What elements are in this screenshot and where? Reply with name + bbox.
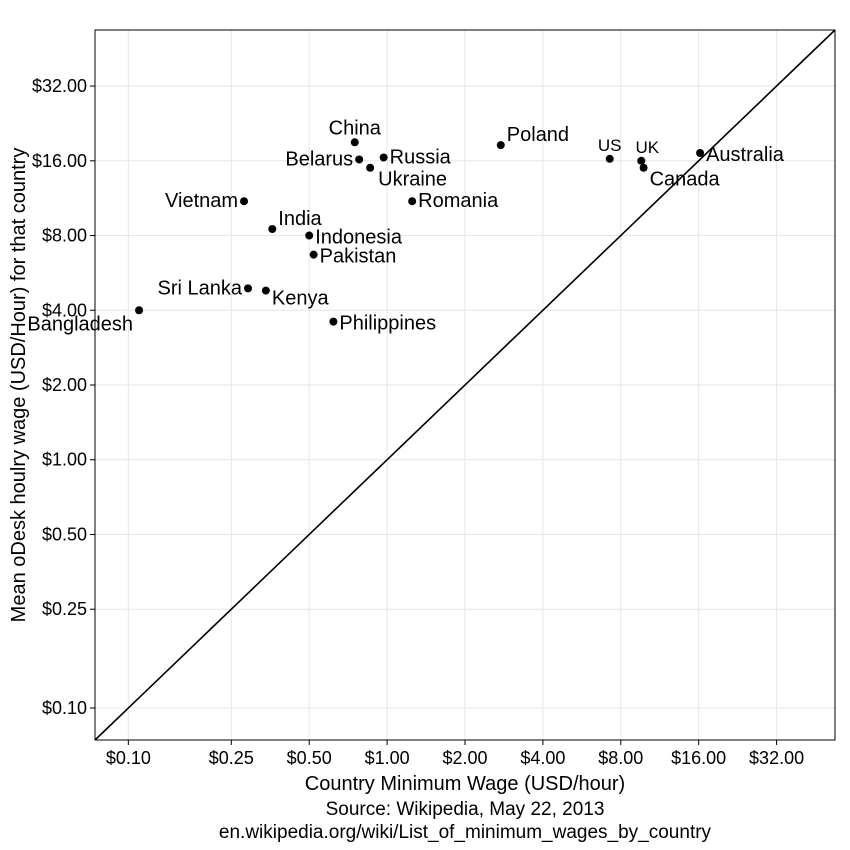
x-tick-label: $32.00 <box>749 748 804 768</box>
y-tick-label: $0.25 <box>42 599 87 619</box>
x-tick-label: $2.00 <box>442 748 487 768</box>
point-label: Poland <box>507 124 569 146</box>
point-label: UK <box>635 138 659 157</box>
wage-scatter-chart: $0.10 $0.25 $0.50 $1.00 $2.00 $4.00 $8.00 $16.0… <box>0 0 850 850</box>
data-point <box>351 138 359 146</box>
y-tick-label: $16.00 <box>32 151 87 171</box>
data-point <box>329 318 337 326</box>
data-point <box>244 284 252 292</box>
point-label: Ukraine <box>378 169 447 191</box>
x-axis-title: Country Minimum Wage (USD/hour) <box>305 773 625 795</box>
source-line-1: Source: Wikipedia, May 22, 2013 <box>326 799 605 820</box>
data-point <box>606 155 614 163</box>
data-point <box>305 232 313 240</box>
point-label: Australia <box>706 144 785 166</box>
source-line-2: en.wikipedia.org/wiki/List_of_minimum_wa… <box>219 822 712 843</box>
x-tick-label: $0.25 <box>209 748 254 768</box>
data-point <box>497 141 505 149</box>
data-point <box>640 164 648 172</box>
point-label: US <box>598 136 622 155</box>
y-tick-label: $32.00 <box>32 76 87 96</box>
point-label: Kenya <box>272 288 330 310</box>
point-label: Russia <box>390 146 452 168</box>
point-label: Philippines <box>339 313 436 335</box>
point-label: Vietnam <box>165 190 238 212</box>
x-tick-label: $8.00 <box>598 748 643 768</box>
data-point <box>637 157 645 165</box>
data-point <box>696 149 704 157</box>
x-tick-label: $0.50 <box>287 748 332 768</box>
y-axis-title: Mean oDesk houlry wage (USD/Hour) for th… <box>8 148 30 623</box>
point-label: China <box>329 117 382 139</box>
x-tick-label: $1.00 <box>365 748 410 768</box>
y-tick-label: $2.00 <box>42 375 87 395</box>
point-label: Romania <box>418 190 499 212</box>
y-tick-label: $0.10 <box>42 698 87 718</box>
data-point <box>262 287 270 295</box>
point-label: Pakistan <box>320 246 397 268</box>
data-point <box>240 197 248 205</box>
data-point <box>366 164 374 172</box>
data-point <box>355 155 363 163</box>
chart-svg: $0.10 $0.25 $0.50 $1.00 $2.00 $4.00 $8.00 $16.0… <box>0 0 850 850</box>
point-label: Sri Lanka <box>157 277 242 299</box>
y-tick-label: $8.00 <box>42 226 87 246</box>
x-tick-label: $16.00 <box>671 748 726 768</box>
x-tick-label: $4.00 <box>520 748 565 768</box>
point-label: Bangladesh <box>27 313 133 335</box>
x-tick-label: $0.10 <box>106 748 151 768</box>
data-point <box>380 153 388 161</box>
data-point <box>310 251 318 259</box>
data-point <box>135 306 143 314</box>
point-label: Belarus <box>285 148 353 170</box>
point-label: Canada <box>650 169 721 191</box>
y-tick-label: $0.50 <box>42 524 87 544</box>
data-point <box>408 197 416 205</box>
y-tick-label: $1.00 <box>42 450 87 470</box>
data-point <box>268 225 276 233</box>
